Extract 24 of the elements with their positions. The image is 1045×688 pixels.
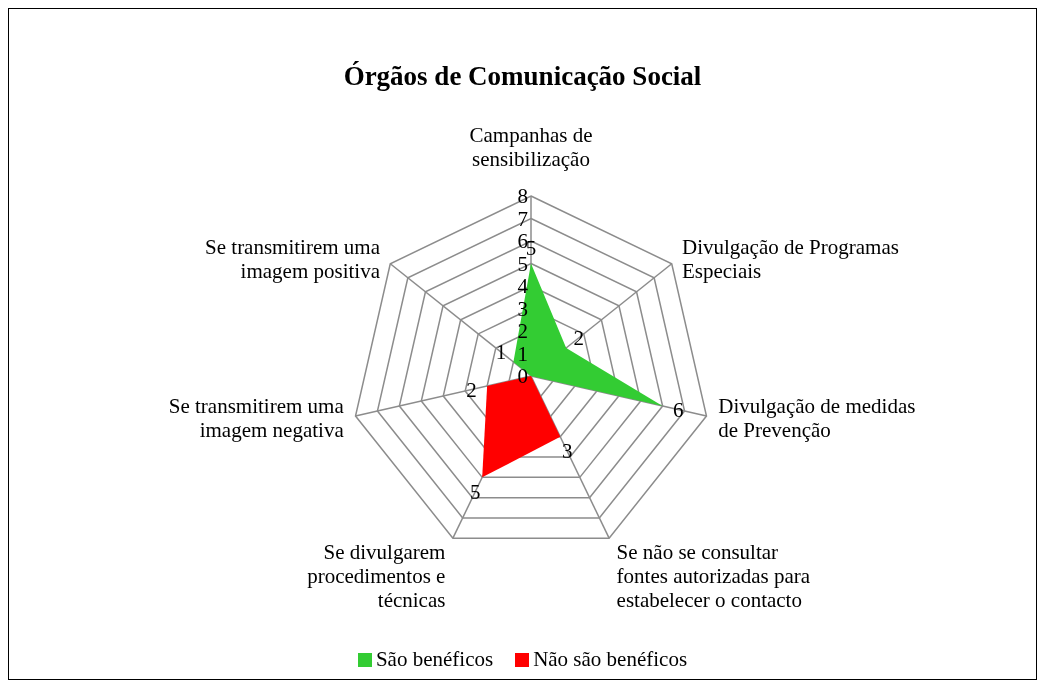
y-tick-label: 4	[517, 274, 529, 298]
data-label: 5	[470, 479, 481, 504]
data-label: 2	[573, 325, 584, 350]
y-tick-label: 6	[517, 229, 528, 253]
spoke-label: Divulgação de Programas Especiais	[681, 234, 899, 283]
y-tick-label: 7	[517, 206, 528, 231]
legend-label: Não são benéficos	[532, 647, 688, 672]
y-tick-label: 8	[517, 184, 528, 208]
chart-title: Órgãos de Comunicação Social	[342, 61, 703, 92]
spoke-label: Se transmitirem uma imagem negativa	[168, 393, 345, 442]
spoke-label: Campanhas de sensibilização	[469, 123, 593, 171]
data-label: 6	[672, 397, 684, 422]
spoke-label: Se não se consultar fontes autorizadas para estabelecer o contacto	[616, 540, 811, 613]
y-tick-label: 3	[517, 296, 528, 321]
spoke-label: Divulgação de medidas de Prevenção	[718, 393, 916, 442]
y-tick-label: 1	[517, 341, 528, 366]
data-label: 3	[561, 439, 573, 464]
legend-label: São benéficos	[374, 647, 494, 672]
y-tick-label: 2	[517, 319, 528, 343]
y-tick-label: 5	[517, 251, 528, 276]
data-label: 2	[466, 377, 477, 402]
spoke-label: Se transmitirem uma imagem positiva	[205, 234, 381, 283]
spoke-label: Se divulgarem procedimentos e técnicas	[307, 540, 446, 613]
data-label: 1	[495, 340, 507, 364]
